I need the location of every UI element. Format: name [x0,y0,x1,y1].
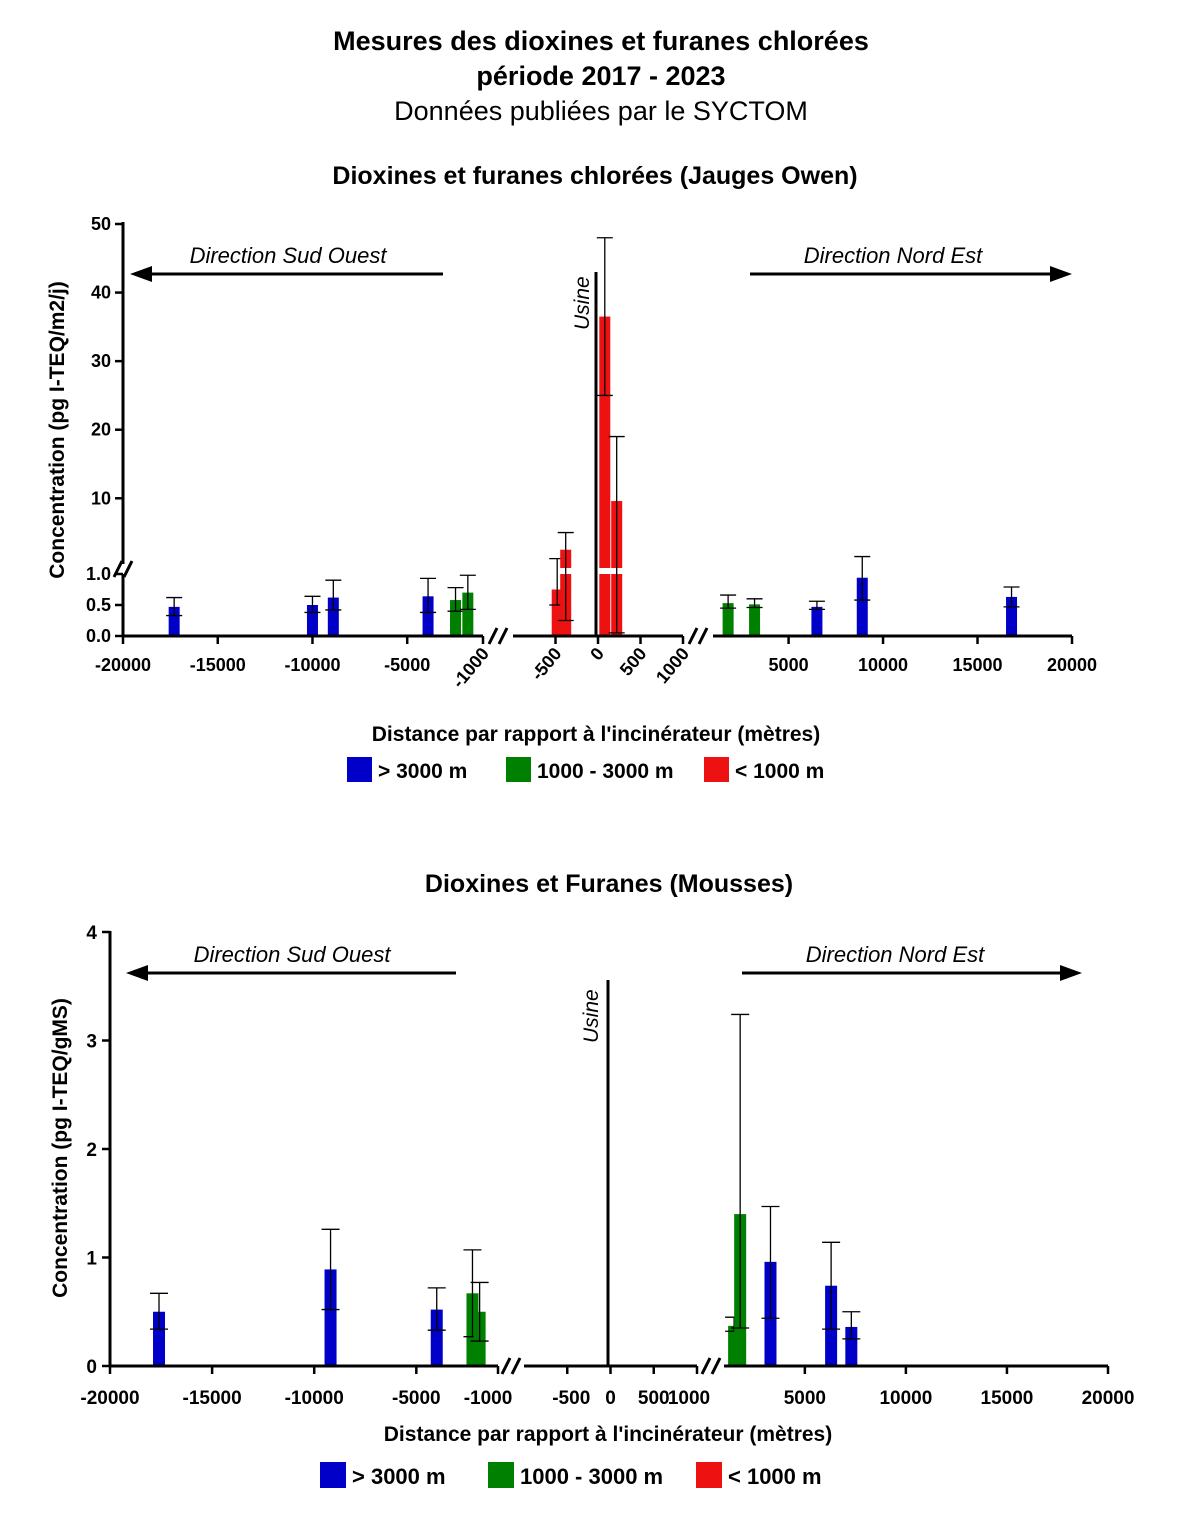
chart1-xtick-label: -1000 [448,644,493,692]
chart1-xtick-label: 20000 [1047,655,1097,675]
chart1-bar-11 [749,604,761,636]
chart2-xtick-label: -1000 [464,1388,513,1409]
chart1-x-axis-break-left-b [497,627,509,645]
chart1-bar-4 [450,600,462,636]
chart1-xtick-label: 0 [586,644,608,665]
chart1-ytick-label: 50 [91,214,111,234]
chart1-xtick-label: -500 [527,644,565,684]
chart2-legend-label-1: 1000 - 3000 m [520,1464,663,1489]
chart1-y-axis-title: Concentration (pg I-TEQ/m2/j) [46,281,69,579]
main-title: Mesures des dioxines et furanes chlorées [333,26,869,56]
chart1-legend-swatch-1 [506,757,531,782]
chart1-xtick-label: 15000 [952,655,1002,675]
chart1-bar-5 [462,592,474,636]
chart2-xtick-label: -10000 [285,1388,344,1409]
chart2-xtick-label: -5000 [392,1388,441,1409]
chart1-legend-label-0: > 3000 m [378,760,467,783]
chart1-bar-0 [168,606,180,636]
chart2-ytick-label: 2 [86,1140,97,1161]
chart1-xtick-label: -15000 [190,655,246,675]
chart2-xtick-label: 0 [605,1388,616,1409]
chart2-arrow-right-head [1060,965,1082,981]
chart2-ytick-label: 3 [86,1032,97,1053]
chart1-ytick-label: 20 [91,420,111,440]
chart1-x-axis-break-left-a [487,627,499,645]
chart1-ytick-label: 30 [91,351,111,371]
chart1-ytick-label: 0.0 [86,626,111,646]
chart2-x-axis-break-right-a [700,1357,712,1375]
chart1-y-axis-break-b [122,560,134,578]
chart1-title: Dioxines et furanes chlorées (Jauges Owe… [332,162,858,190]
chart1-ytick-label: 40 [91,283,111,303]
chart1-ytick-label: 1.0 [86,564,111,584]
chart2-legend-label-0: > 3000 m [352,1464,446,1489]
chart1-legend-swatch-0 [347,757,372,782]
chart2-bar-1 [324,1269,337,1366]
chart1-xtick-label: -5000 [384,655,430,675]
chart2-bar-2 [430,1309,443,1366]
chart2-x-axis-break-left-b [510,1357,522,1375]
chart1-bar-8-lower [599,574,611,636]
chart2-x-axis-title: Distance par rapport à l'incinérateur (m… [384,1423,832,1446]
chart1-legend-label-2: < 1000 m [735,760,824,783]
chart1-ytick-label: 0.5 [86,595,111,615]
chart2-xtick-label: 20000 [1082,1388,1135,1409]
chart1-xtick-label: -10000 [284,655,340,675]
chart1-xtick-label: -20000 [95,655,151,675]
chart1-legend-swatch-2 [704,757,729,782]
chart2-x-axis-break-left-a [500,1357,512,1375]
page-header: Mesures des dioxines et furanes chlorées… [0,24,1202,129]
chart2-plant-label: Usine [580,989,603,1043]
chart2-direction-right: Direction Nord Est [806,942,985,967]
chart1-legend-label-1: 1000 - 3000 m [537,760,674,783]
chart2-xtick-label: 500 [638,1388,670,1409]
main-subtitle: Données publiées par le SYCTOM [394,96,808,126]
chart2-ytick-label: 0 [86,1357,97,1378]
chart1-xtick-label: 500 [616,644,651,680]
chart2-x-axis-break-right-b [710,1357,722,1375]
chart2-legend-swatch-0 [320,1462,346,1488]
chart1-x-axis-title: Distance par rapport à l'incinérateur (m… [372,723,820,746]
chart1-bar-12 [811,606,823,636]
chart2-bar-9 [845,1326,858,1366]
chart1-direction-right: Direction Nord Est [804,243,983,268]
chart2-xtick-label: -500 [552,1388,590,1409]
chart1-arrow-right-head [1050,266,1072,282]
chart2-xtick-label: 5000 [784,1388,826,1409]
chart2-xtick-label: 10000 [879,1388,932,1409]
chart1-bar-10 [722,603,734,636]
chart2-xtick-label: 1000 [668,1388,710,1409]
chart1-bar-3 [422,596,434,636]
chart2-legend-swatch-1 [488,1462,514,1488]
chart1-plant-label: Usine [571,276,594,330]
chart1-xtick-label: 5000 [769,655,809,675]
chart2-legend-swatch-2 [696,1462,722,1488]
chart1-bar-1 [306,605,318,636]
chart2-direction-left: Direction Sud Ouest [194,942,392,967]
chart2-title: Dioxines et Furanes (Mousses) [424,870,794,898]
chart1-xtick-label: 10000 [858,655,908,675]
chart1-bar-14 [1006,596,1018,636]
chart2-ytick-label: 4 [86,923,97,944]
chart2-xtick-label: -20000 [80,1388,139,1409]
chart1-bar-13 [856,577,868,636]
chart2-legend-label-2: < 1000 m [728,1464,822,1489]
chart2-y-axis-title: Concentration (pg I-TEQ/gMS) [49,998,72,1298]
chart1-x-axis-break-right-b [697,627,709,645]
chart1-xtick-label: 1000 [652,644,693,688]
chart1-bar-2 [327,597,339,636]
chart2-xtick-label: 15000 [981,1388,1034,1409]
chart1-ytick-label: 10 [91,488,111,508]
chart2-xtick-label: -15000 [183,1388,242,1409]
chart2-bar-0 [153,1311,166,1366]
chart1-arrow-left-head [130,266,152,282]
chart2-ytick-label: 1 [86,1249,97,1270]
main-title-period: période 2017 - 2023 [476,61,726,91]
chart1-bar-6 [551,589,563,636]
chart1-bar-8-upper [599,316,611,568]
chart1-x-axis-break-right-a [687,627,699,645]
chart1-direction-left: Direction Sud Ouest [190,243,388,268]
chart2-arrow-left-head [126,965,148,981]
